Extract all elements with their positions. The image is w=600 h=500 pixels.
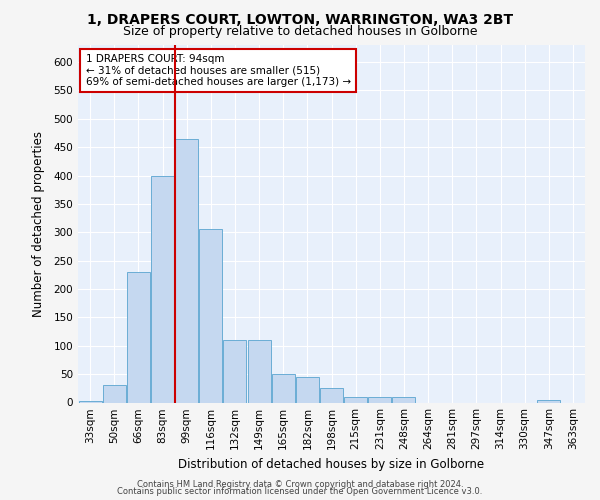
Text: Contains public sector information licensed under the Open Government Licence v3: Contains public sector information licen…	[118, 487, 482, 496]
Text: 1 DRAPERS COURT: 94sqm
← 31% of detached houses are smaller (515)
69% of semi-de: 1 DRAPERS COURT: 94sqm ← 31% of detached…	[86, 54, 351, 87]
Bar	[296, 377, 319, 402]
Bar	[199, 230, 222, 402]
Bar	[248, 340, 271, 402]
Bar	[175, 138, 198, 402]
X-axis label: Distribution of detached houses by size in Golborne: Distribution of detached houses by size …	[178, 458, 485, 471]
Bar	[223, 340, 247, 402]
Bar	[344, 397, 367, 402]
Text: 1, DRAPERS COURT, LOWTON, WARRINGTON, WA3 2BT: 1, DRAPERS COURT, LOWTON, WARRINGTON, WA…	[87, 12, 513, 26]
Bar	[103, 386, 125, 402]
Bar	[151, 176, 174, 402]
Bar	[320, 388, 343, 402]
Bar	[368, 397, 391, 402]
Y-axis label: Number of detached properties: Number of detached properties	[32, 130, 45, 317]
Bar	[127, 272, 150, 402]
Bar	[272, 374, 295, 402]
Text: Contains HM Land Registry data © Crown copyright and database right 2024.: Contains HM Land Registry data © Crown c…	[137, 480, 463, 489]
Bar	[538, 400, 560, 402]
Text: Size of property relative to detached houses in Golborne: Size of property relative to detached ho…	[123, 25, 477, 38]
Bar	[392, 397, 415, 402]
